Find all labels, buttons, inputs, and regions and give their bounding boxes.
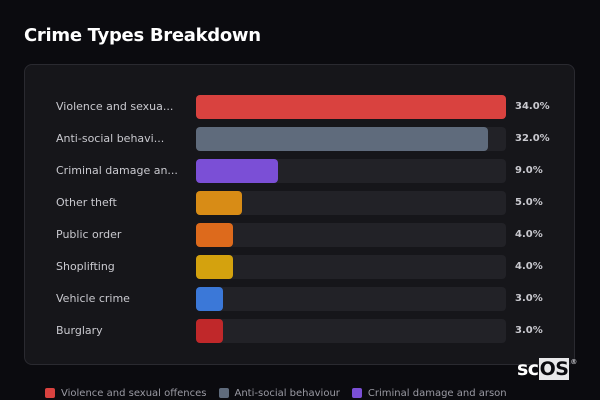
legend-label: Violence and sexual offences: [61, 387, 207, 399]
legend-label: Anti-social behaviour: [234, 387, 340, 399]
bar-value: 4.0%: [515, 261, 543, 272]
legend-swatch: [45, 388, 55, 398]
bar[interactable]: [196, 255, 233, 279]
bar-value: 5.0%: [515, 197, 543, 208]
bar-label: Shoplifting: [56, 260, 115, 273]
legend-item[interactable]: Anti-social behaviour: [218, 386, 340, 400]
bar[interactable]: [196, 127, 488, 151]
bar[interactable]: [196, 223, 233, 247]
bar-value: 3.0%: [515, 293, 543, 304]
bar-value: 32.0%: [515, 133, 550, 144]
bar-row: Shoplifting 4.0%: [25, 255, 574, 279]
legend-item[interactable]: Violence and sexual offences: [45, 386, 207, 400]
bar[interactable]: [196, 287, 224, 311]
scos-logo: scOS ®: [517, 358, 577, 380]
bar-track: [196, 319, 506, 343]
bar-row: Criminal damage an... 9.0%: [25, 159, 574, 183]
bar[interactable]: [196, 319, 224, 343]
bar-value: 3.0%: [515, 325, 543, 336]
logo-sc: sc: [517, 358, 539, 380]
bar-track: [196, 159, 506, 183]
bar-label: Criminal damage an...: [56, 164, 178, 177]
bar[interactable]: [196, 95, 506, 119]
bar-track: [196, 191, 506, 215]
chart-legend: Violence and sexual offences Anti-social…: [45, 386, 507, 400]
bar-label: Other theft: [56, 196, 117, 209]
page-title: Crime Types Breakdown: [24, 25, 261, 46]
legend-item[interactable]: Criminal damage and arson: [351, 386, 507, 400]
legend-swatch: [351, 388, 362, 398]
registered-icon: ®: [570, 358, 577, 366]
bar-label: Vehicle crime: [56, 292, 130, 305]
bar-label: Violence and sexua...: [56, 100, 174, 113]
legend-label: Criminal damage and arson: [367, 387, 507, 399]
bar-row: Public order 4.0%: [25, 223, 574, 247]
bar-track: [196, 255, 506, 279]
bar-track: [196, 95, 506, 119]
bar-value: 9.0%: [515, 165, 543, 176]
bar[interactable]: [196, 191, 242, 215]
bar-track: [196, 223, 506, 247]
logo-os: OS: [538, 358, 570, 380]
legend-swatch: [218, 388, 229, 398]
bar-row: Other theft 5.0%: [25, 191, 574, 215]
bar-label: Public order: [56, 228, 122, 241]
bar[interactable]: [196, 159, 279, 183]
bar-label: Burglary: [56, 324, 103, 337]
bar-row: Vehicle crime 3.0%: [25, 287, 574, 311]
bar-label: Anti-social behavi...: [56, 132, 165, 145]
bar-row: Violence and sexua... 34.0%: [25, 95, 574, 119]
bar-value: 4.0%: [515, 229, 543, 240]
bar-value: 34.0%: [515, 101, 550, 112]
chart-card: Violence and sexua... 34.0% Anti-social …: [24, 64, 575, 365]
bar-row: Burglary 3.0%: [25, 319, 574, 343]
bar-track: [196, 127, 506, 151]
bar-row: Anti-social behavi... 32.0%: [25, 127, 574, 151]
bar-track: [196, 287, 506, 311]
